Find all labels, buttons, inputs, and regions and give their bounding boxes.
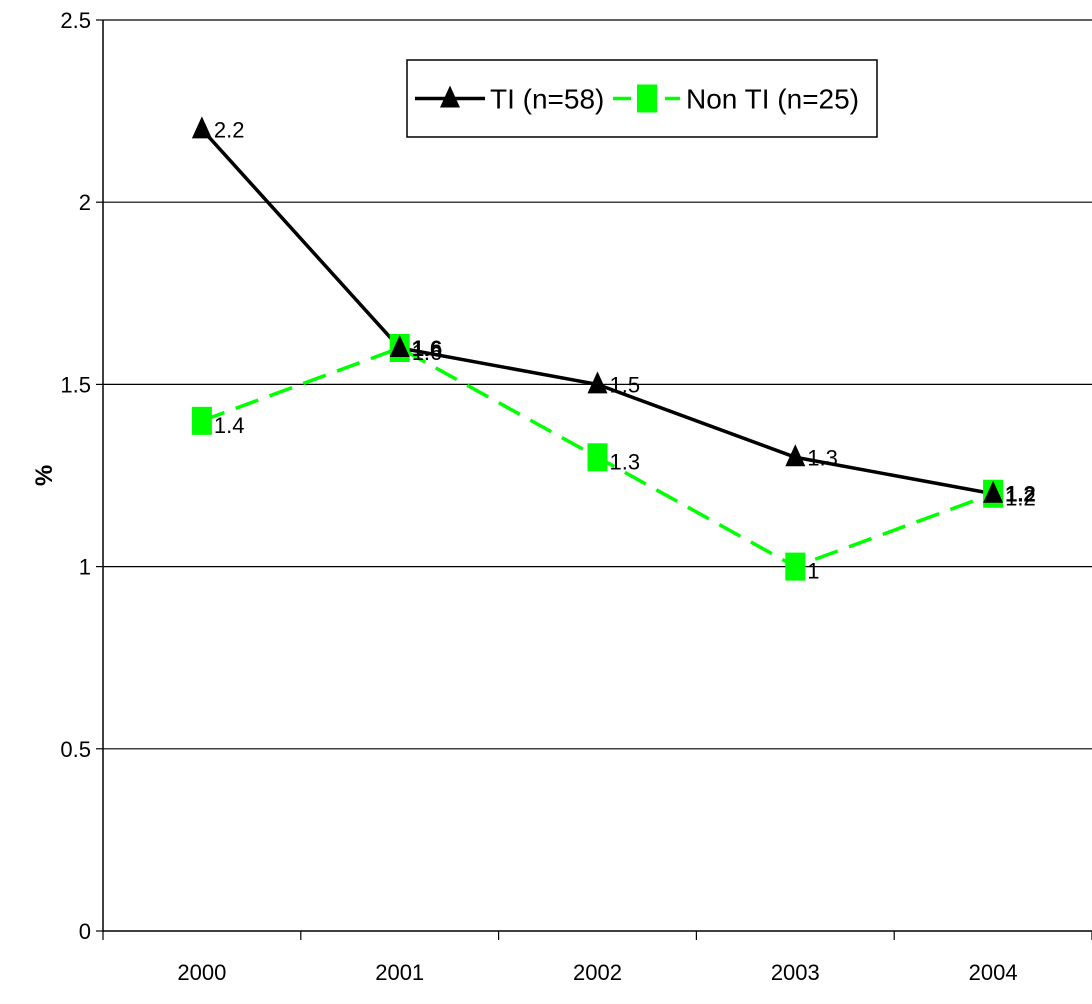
x-tick-label: 2004 [969,960,1018,985]
y-tick-label: 2 [79,190,91,215]
y-tick-label: 1 [79,555,91,580]
data-labels: 2.2 1.6 1.5 1.3 1.2 1.4 1.6 1.3 1 1.2 [214,117,1036,583]
data-label: 1.2 [1005,486,1036,511]
x-tick-label: 2003 [771,960,820,985]
data-label: 1.6 [412,340,443,365]
legend-marker-0 [440,85,460,108]
data-point [587,371,608,394]
legend-marker-1 [637,84,657,113]
data-label: 1.5 [610,372,641,397]
y-axis-title: % [31,465,58,486]
data-point [983,480,1004,503]
y-tick-label: 2.5 [60,8,91,33]
legend-label-1: Non TI (n=25) [686,84,859,115]
y-tick-label: 1.5 [60,372,91,397]
data-label: 1.2 [1005,482,1036,507]
data-point [785,552,806,581]
legend: TI (n=58) Non TI (n=25) [406,59,878,138]
x-tick-label: 2002 [573,960,622,985]
plot-area: 0 0.5 1 1.5 2 2.5 2000 2001 2002 2003 2004% [31,8,1092,985]
data-label: 1.6 [412,336,443,361]
data-point [389,334,410,357]
data-label: 1.3 [807,445,838,470]
data-label: 2.2 [214,117,245,142]
data-point [785,444,806,467]
data-point [191,116,212,139]
data-label: 1 [807,559,819,584]
x-tick-label: 2000 [177,960,226,985]
data-label: 1.3 [610,449,641,474]
y-tick-label: 0 [79,919,91,944]
data-point [191,406,212,435]
legend-label-0: TI (n=58) [490,84,604,115]
series-layer [191,116,1004,581]
series-line-0 [200,128,994,496]
y-tick-label: 0.5 [60,737,91,762]
data-point [587,443,608,472]
data-label: 1.4 [214,413,245,438]
x-tick-label: 2001 [375,960,424,985]
